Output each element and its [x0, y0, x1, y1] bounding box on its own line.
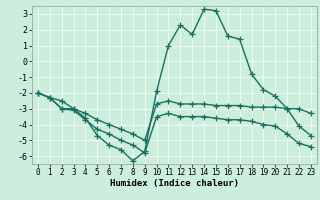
- X-axis label: Humidex (Indice chaleur): Humidex (Indice chaleur): [110, 179, 239, 188]
